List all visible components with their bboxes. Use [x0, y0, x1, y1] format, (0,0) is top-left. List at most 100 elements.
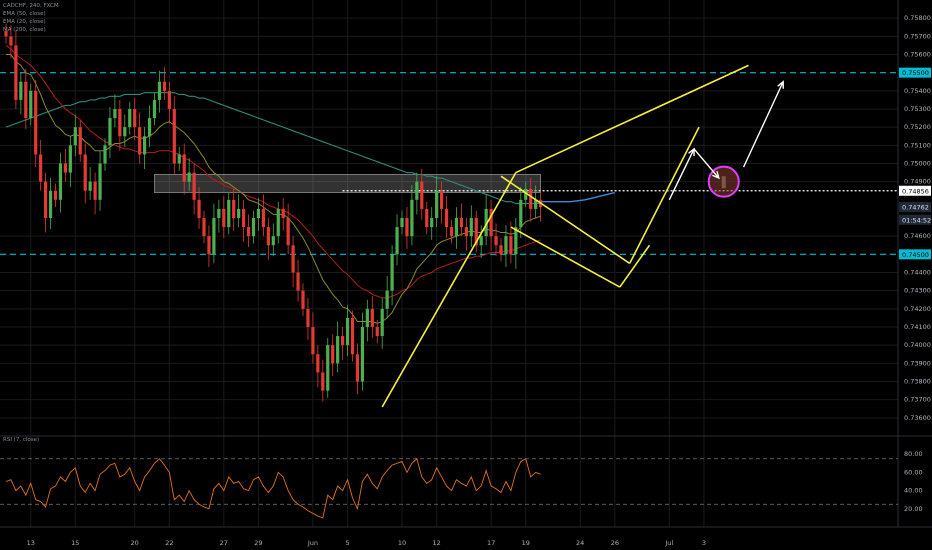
candle-body: [321, 372, 325, 391]
candle-body: [73, 127, 77, 146]
candle-body: [251, 218, 256, 237]
price-tick-label: 0.74000: [904, 341, 931, 349]
price-tick-label: 0.74100: [904, 323, 931, 331]
candle-body: [232, 199, 236, 218]
rsi-pane[interactable]: 80.00 60.00 40.00 20.00: [0, 450, 923, 519]
candle-body: [345, 317, 350, 346]
candle-body: [430, 218, 434, 228]
candle-body: [4, 30, 8, 37]
price-label-bg: [899, 214, 931, 225]
time-tick-label: 26: [611, 539, 619, 547]
price-label-bg: [899, 67, 931, 78]
candle-body: [400, 218, 404, 228]
candle-body: [261, 208, 265, 228]
drawings[interactable]: [381, 64, 784, 408]
candle-body: [494, 236, 498, 246]
time-tick-label: 15: [71, 539, 79, 547]
candle-body: [162, 81, 166, 91]
price-label: 0.74762: [902, 204, 929, 212]
candle-body: [454, 218, 459, 237]
channel-lower-left: [381, 172, 517, 408]
candle-body: [14, 45, 18, 100]
arrow-down: [693, 148, 720, 179]
candle-body: [266, 227, 270, 246]
price-tick-label: 0.73900: [904, 359, 931, 367]
candle-body: [123, 127, 127, 137]
price-tick-label: 0.75000: [904, 160, 931, 168]
arrow-up-1: [668, 148, 695, 201]
price-label: 01:54:52: [902, 216, 931, 224]
candle-body: [29, 90, 33, 119]
candle-body: [207, 236, 211, 255]
time-tick-label: Jul: [664, 539, 673, 547]
price-tick-label: 0.74900: [904, 178, 931, 186]
candle-body: [524, 188, 528, 200]
legend-ema-20: EMA (20, close): [3, 19, 46, 25]
time-axis[interactable]: 13 15 20 22 27 29 Jun 5 10 12 17 19 24 26 Jul 3: [27, 539, 706, 547]
candle-body: [296, 272, 300, 291]
time-tick-label: 19: [522, 539, 530, 547]
ma200-line: [5, 92, 541, 205]
resistance-zone[interactable]: [154, 173, 542, 193]
candle-body: [360, 327, 364, 382]
candle-body: [242, 208, 246, 228]
candle-body: [484, 208, 488, 237]
price-tick-label: 0.74400: [904, 269, 931, 277]
candle-body: [395, 227, 399, 255]
time-tick-label: 27: [220, 539, 228, 547]
candle-body: [271, 236, 275, 246]
candle-body: [519, 199, 523, 228]
candle-body: [192, 172, 196, 200]
candle-body: [355, 354, 360, 382]
candle-body: [444, 208, 449, 228]
candle-body: [464, 227, 468, 237]
candle-body: [24, 81, 28, 119]
retest-candle: [721, 176, 726, 189]
candle-body: [138, 127, 142, 155]
price-tick-label: 0.74200: [904, 305, 931, 313]
rsi-tick-label: 40.00: [904, 487, 923, 495]
time-tick-label: 13: [27, 539, 35, 547]
time-tick-label: 24: [576, 539, 584, 547]
candle-body: [469, 218, 473, 237]
rsi-tick-label: 20.00: [904, 505, 923, 513]
flag-lower: [510, 226, 621, 288]
flag-right: [619, 244, 651, 288]
candle-body: [306, 308, 310, 327]
candle-body: [256, 208, 261, 218]
candle-body: [301, 290, 305, 309]
price-label-bg: [899, 202, 931, 213]
candle-body: [202, 218, 206, 237]
candle-body: [286, 218, 290, 246]
candle-body: [336, 336, 340, 364]
ema50-line: [5, 45, 541, 299]
candle-body: [98, 163, 102, 200]
rsi-line: [5, 457, 541, 519]
candle-body: [113, 109, 117, 119]
price-axis[interactable]: 0.75800 0.75700 0.75600 0.75400 0.75300 0.752…: [899, 14, 931, 422]
candle-body: [504, 236, 508, 255]
candle-body: [534, 199, 538, 209]
candle-body: [133, 109, 137, 128]
candle-body: [19, 81, 23, 100]
rsi-legend: RSI (7, close): [3, 437, 40, 443]
candle-body: [291, 245, 295, 273]
candle-body: [58, 163, 63, 200]
candle-body: [147, 118, 152, 137]
legend-ma-200: MA (200, close): [3, 27, 46, 33]
candle-body: [118, 109, 122, 137]
candle-body: [499, 245, 503, 255]
price-tick-label: 0.75300: [904, 105, 931, 113]
price-label-bg: [899, 185, 931, 196]
price-tick-label: 0.75700: [904, 32, 931, 40]
time-tick-label: 5: [345, 539, 349, 547]
candle-body: [177, 154, 181, 164]
candle-body: [326, 345, 330, 391]
candle-body: [529, 188, 533, 209]
price-tick-label: 0.74600: [904, 232, 931, 240]
time-tick-label: 29: [254, 539, 262, 547]
price-label: 0.74500: [902, 251, 929, 259]
price-tick-label: 0.75100: [904, 141, 931, 149]
candle-body: [246, 227, 251, 237]
